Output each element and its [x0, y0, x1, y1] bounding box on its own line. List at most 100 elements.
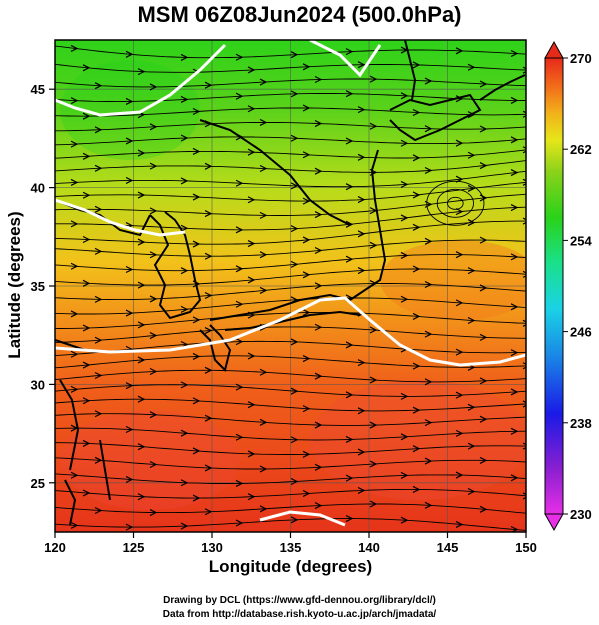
x-tick-label: 140: [358, 540, 380, 555]
streamline: [55, 384, 526, 397]
flow-arrow: [412, 191, 421, 199]
flow-arrow: [357, 61, 366, 69]
flow-arrow: [522, 442, 526, 450]
flow-arrow: [149, 509, 158, 517]
flow-arrow: [149, 207, 158, 215]
flow-arrow: [70, 521, 79, 529]
flow-arrow: [125, 97, 134, 105]
flow-arrow: [424, 330, 433, 338]
flow-arrow: [180, 95, 189, 103]
y-tick-label: 30: [31, 377, 45, 392]
flow-arrow: [94, 506, 103, 515]
flow-arrow: [180, 267, 189, 275]
flow-arrow: [345, 341, 354, 349]
flow-arrow: [302, 271, 311, 279]
x-tick-label: 145: [437, 540, 459, 555]
grid-lines: [55, 40, 526, 532]
flow-arrow: [479, 415, 488, 423]
credit-drawing: Drawing by DCL (https://www.gfd-dennou.o…: [163, 595, 436, 606]
flow-arrow: [522, 178, 526, 186]
flow-arrow: [345, 137, 354, 145]
flow-arrow: [345, 515, 354, 523]
flow-arrow: [314, 119, 323, 128]
flow-arrow: [137, 68, 146, 76]
flow-arrow: [125, 137, 134, 145]
flow-arrow: [400, 516, 409, 524]
flow-arrow: [137, 356, 146, 364]
flow-arrow: [82, 397, 91, 405]
flow-arrow: [412, 223, 421, 231]
flow-arrow: [137, 149, 146, 157]
flow-arrow: [137, 493, 146, 501]
flow-arrow: [412, 61, 421, 69]
flow-arrow: [314, 211, 323, 219]
flow-arrow: [424, 280, 433, 289]
flow-arrow: [400, 214, 409, 222]
flow-arrow: [204, 326, 213, 335]
flow-arrow: [345, 90, 354, 98]
flow-arrow: [467, 151, 476, 159]
cyclone-streamline: [426, 180, 485, 226]
flow-arrow: [535, 123, 541, 129]
y-axis-label: Latitude (degrees): [5, 211, 24, 359]
flow-arrow: [180, 522, 189, 530]
coastline-sakhalin: [404, 40, 417, 101]
flow-arrow: [235, 383, 244, 391]
flow-arrow: [314, 167, 323, 175]
flow-arrow: [314, 75, 323, 84]
streamline: [55, 78, 526, 88]
flow-arrow: [467, 219, 476, 227]
contour-line: [309, 40, 382, 78]
flow-arrow: [535, 289, 541, 295]
flow-arrow: [345, 474, 354, 482]
flow-arrow: [455, 348, 464, 356]
flow-arrow: [204, 464, 213, 472]
cyclone-streamline: [447, 196, 464, 210]
flow-arrow: [290, 90, 299, 98]
flow-arrow: [479, 505, 488, 513]
flow-arrow: [125, 176, 134, 185]
streamline: [55, 170, 526, 188]
streamline: [55, 107, 526, 117]
flow-arrow: [247, 148, 256, 156]
flow-arrow: [369, 376, 378, 384]
streamline: [55, 427, 526, 441]
flow-arrow: [235, 338, 244, 346]
flow-arrow: [510, 474, 519, 482]
streamline: [55, 311, 526, 329]
flow-arrow: [510, 136, 519, 144]
streamline: [55, 442, 526, 455]
flow-arrow: [82, 489, 91, 497]
flow-arrow: [522, 110, 526, 118]
flow-arrow: [290, 477, 299, 486]
x-tick-label: 120: [44, 540, 66, 555]
flow-arrow: [94, 295, 103, 303]
flow-arrow: [357, 407, 366, 415]
flow-arrow: [70, 310, 79, 318]
streamline: [55, 518, 526, 531]
streamline: [55, 340, 526, 357]
flow-arrow: [235, 265, 244, 273]
streamline: [55, 326, 526, 343]
flow-arrow: [455, 299, 464, 307]
flow-arrow: [412, 154, 421, 162]
colorbar-scale: [544, 57, 564, 515]
flow-arrow: [192, 352, 201, 361]
flow-arrow: [137, 321, 146, 329]
flow-arrow: [455, 251, 464, 259]
flow-arrow: [192, 494, 201, 502]
flow-arrow: [259, 505, 268, 513]
flow-arrow: [302, 104, 311, 112]
flow-arrow: [479, 162, 488, 170]
flow-arrow: [125, 523, 134, 531]
flow-arrow: [345, 391, 354, 399]
flow-arrow: [314, 246, 323, 255]
y-tick-label: 25: [31, 476, 45, 491]
coastline-honshu-south: [224, 310, 361, 331]
flow-arrow: [455, 95, 464, 103]
flow-arrow: [70, 178, 79, 186]
flow-arrow: [204, 508, 213, 516]
flow-arrow: [259, 164, 268, 173]
flow-arrow: [204, 366, 213, 374]
flow-arrow: [290, 387, 299, 395]
